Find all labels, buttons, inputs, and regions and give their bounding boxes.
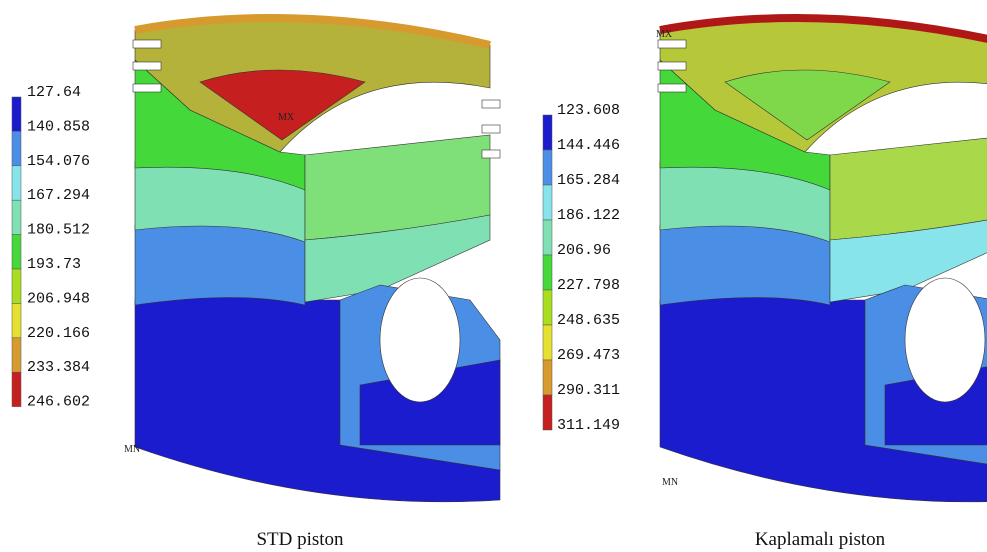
legend-band	[543, 395, 552, 430]
legend-band	[12, 131, 21, 165]
legend-band	[12, 200, 21, 234]
legend-label: 193.73	[27, 256, 81, 273]
legend-band	[12, 303, 21, 337]
legend-label: 227.798	[557, 277, 620, 294]
max-marker: MX	[656, 29, 673, 40]
ring-groove	[133, 40, 161, 48]
figure: 127.64 140.858 154.076 167.294 180.512 193.73…	[0, 0, 987, 552]
ring-groove	[133, 84, 161, 92]
caption: STD piston	[256, 529, 344, 550]
legend-label: 180.512	[27, 222, 90, 239]
legend-label: 246.602	[27, 394, 90, 411]
legend-label: 167.294	[27, 187, 90, 204]
ring-groove	[133, 62, 161, 70]
piston	[133, 18, 500, 502]
piston	[658, 18, 987, 502]
legend-band	[543, 290, 552, 325]
legend-label: 165.284	[557, 172, 620, 189]
pin-hole	[905, 278, 985, 402]
legend-label: 123.608	[557, 102, 620, 119]
legend-band	[543, 185, 552, 220]
legend-label: 206.96	[557, 242, 611, 259]
max-marker: MX	[278, 112, 295, 123]
ring-groove	[658, 62, 686, 70]
legend-band	[543, 220, 552, 255]
ring-groove	[482, 100, 500, 108]
legend-label: 290.311	[557, 382, 620, 399]
legend-band	[543, 150, 552, 185]
min-marker: MN	[124, 444, 140, 455]
legend-band	[12, 97, 21, 131]
legend-label: 154.076	[27, 153, 90, 170]
legend-label: 248.635	[557, 312, 620, 329]
legend-band	[12, 235, 21, 269]
legend-label: 140.858	[27, 118, 90, 135]
ring-groove	[482, 125, 500, 133]
legend-label: 269.473	[557, 347, 620, 364]
panel: 123.608 144.446 165.284 186.122 206.96 227.79…	[543, 18, 987, 550]
caption: Kaplamalı piston	[755, 529, 886, 550]
ring-groove	[658, 84, 686, 92]
legend-band	[543, 360, 552, 395]
legend-label: 233.384	[27, 359, 90, 376]
pin-hole	[380, 278, 460, 402]
legend-label: 127.64	[27, 84, 81, 101]
panel: 127.64 140.858 154.076 167.294 180.512 193.73…	[12, 18, 500, 550]
legend-band	[543, 115, 552, 150]
legend-label: 144.446	[557, 137, 620, 154]
legend-band	[543, 255, 552, 290]
ring-groove	[482, 150, 500, 158]
legend-label: 206.948	[27, 290, 90, 307]
legend-band	[12, 166, 21, 200]
legend-band	[543, 325, 552, 360]
legend-band	[12, 338, 21, 372]
legend-band	[12, 269, 21, 303]
ring-groove	[658, 40, 686, 48]
legend-label: 220.166	[27, 325, 90, 342]
legend-band	[12, 372, 21, 406]
min-marker: MN	[662, 477, 678, 488]
legend-label: 311.149	[557, 417, 620, 434]
legend-label: 186.122	[557, 207, 620, 224]
